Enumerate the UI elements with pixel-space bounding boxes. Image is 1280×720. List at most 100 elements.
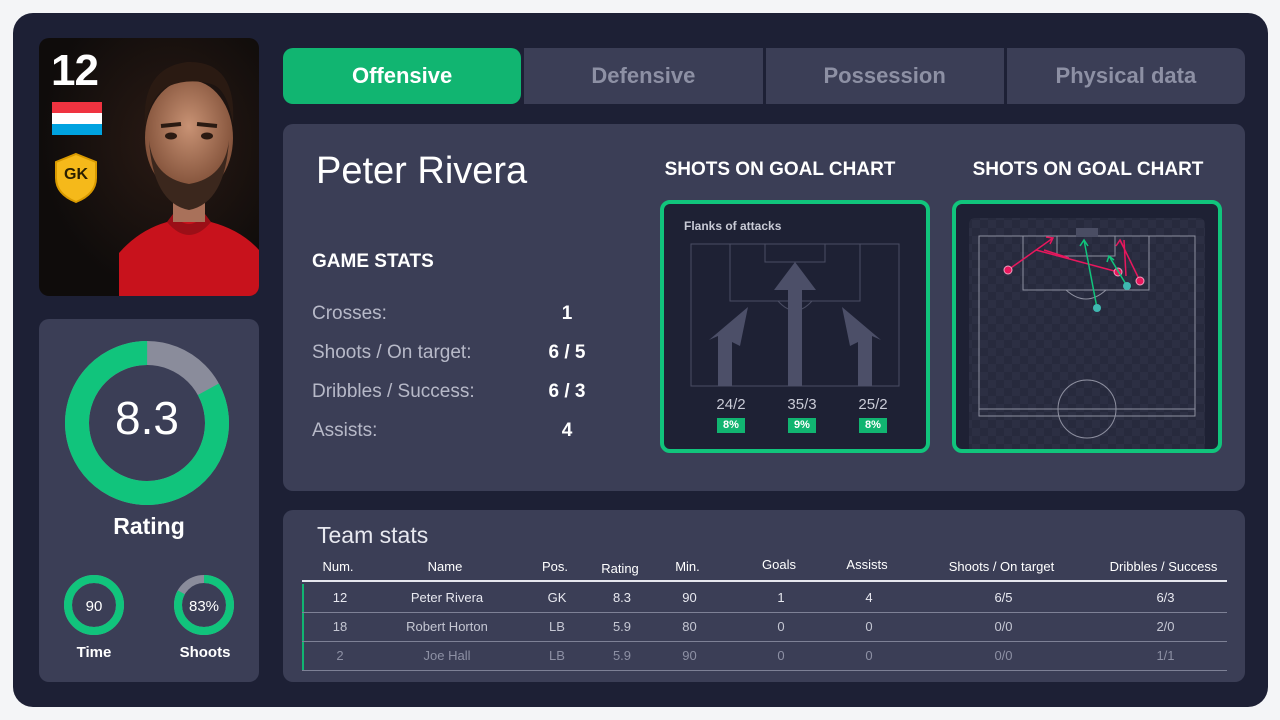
stat-value: 6 / 3 bbox=[548, 381, 586, 402]
flank-arrow-right bbox=[842, 307, 881, 386]
stat-row-assists: Assists: 4 bbox=[312, 420, 602, 444]
shots-chart-title-right: SHOTS ON GOAL CHART bbox=[972, 159, 1204, 180]
table-cell: 8.3 bbox=[612, 590, 632, 605]
flank-right-pct: 8% bbox=[859, 418, 887, 433]
time-ring bbox=[64, 575, 124, 635]
shoots-ring bbox=[174, 575, 234, 635]
flanks-chart-title: Flanks of attacks bbox=[684, 219, 782, 233]
shot-map-pitch bbox=[969, 218, 1205, 449]
table-cell: Robert Horton bbox=[406, 619, 488, 634]
position-badge: GK bbox=[54, 152, 98, 204]
player-card: 12 GK bbox=[39, 38, 259, 296]
player-number: 12 bbox=[51, 46, 99, 95]
col-header-shoots[interactable]: Shoots / On target bbox=[948, 559, 1055, 574]
stat-value: 1 bbox=[561, 303, 573, 324]
table-cell: 0/0 bbox=[994, 648, 1013, 663]
shot-map-chart[interactable] bbox=[952, 200, 1222, 453]
col-header-min[interactable]: Min. bbox=[675, 559, 700, 574]
table-cell: 2/0 bbox=[1156, 619, 1175, 634]
table-row-divider bbox=[302, 670, 1227, 671]
stat-label: Crosses: bbox=[312, 303, 387, 324]
stat-label: Assists: bbox=[312, 420, 378, 441]
time-label: Time bbox=[76, 644, 112, 661]
tab-possession[interactable]: Possession bbox=[765, 48, 1004, 104]
flag-stripe-bottom bbox=[52, 124, 102, 135]
table-cell: 6/5 bbox=[994, 590, 1013, 605]
shoots-value: 83% bbox=[188, 598, 220, 615]
tab-offensive[interactable]: Offensive bbox=[283, 48, 522, 104]
team-stats-title: Team stats bbox=[317, 522, 429, 548]
shot-markers bbox=[1003, 236, 1145, 312]
stat-value: 4 bbox=[561, 420, 573, 441]
flank-center-pct: 9% bbox=[788, 418, 816, 433]
stat-label: Shoots / On target: bbox=[312, 342, 472, 363]
table-cell: Joe Hall bbox=[423, 648, 471, 663]
table-row[interactable]: 12 Peter Rivera GK 8.3 90 1 4 6/5 6/3 bbox=[302, 584, 1227, 612]
table-cell: 90 bbox=[682, 590, 697, 605]
rating-value: 8.3 bbox=[115, 392, 179, 444]
table-cell: 0 bbox=[865, 648, 873, 663]
table-cell: 0 bbox=[777, 619, 785, 634]
table-row-divider bbox=[302, 612, 1227, 613]
table-cell: 0/0 bbox=[994, 619, 1013, 634]
table-row[interactable]: 18 Robert Horton LB 5.9 80 0 0 0/0 2/0 bbox=[302, 613, 1227, 641]
table-cell: 80 bbox=[682, 619, 697, 634]
flank-arrow-left bbox=[709, 307, 748, 386]
flank-left-pct: 8% bbox=[717, 418, 745, 433]
flag-stripe-middle bbox=[52, 113, 102, 124]
shots-chart-title-left: SHOTS ON GOAL CHART bbox=[664, 159, 896, 180]
col-header-rating[interactable]: Rating bbox=[601, 561, 639, 576]
stats-tabs: Offensive Defensive Possession Physical … bbox=[283, 48, 1245, 104]
rating-ring bbox=[65, 341, 229, 505]
tab-defensive[interactable]: Defensive bbox=[524, 48, 763, 104]
flanks-pitch bbox=[690, 243, 900, 387]
table-row-divider bbox=[302, 641, 1227, 642]
table-cell: 90 bbox=[682, 648, 697, 663]
stat-row-dribbles: Dribbles / Success: 6 / 3 bbox=[312, 381, 602, 405]
flank-right-value: 25/2 bbox=[858, 396, 888, 413]
table-cell: 5.9 bbox=[612, 619, 632, 634]
tab-physical-data[interactable]: Physical data bbox=[1006, 48, 1245, 104]
flag-stripe-top bbox=[52, 102, 102, 113]
flanks-chart[interactable]: Flanks of attacks 24/2 35/3 25/2 8% 9% 8… bbox=[660, 200, 930, 453]
stat-row-shoots: Shoots / On target: 6 / 5 bbox=[312, 342, 602, 366]
time-value: 90 bbox=[85, 598, 103, 615]
flank-center-value: 35/3 bbox=[787, 396, 817, 413]
position-label: GK bbox=[64, 166, 88, 183]
table-cell: GK bbox=[547, 590, 567, 605]
stat-label: Dribbles / Success: bbox=[312, 381, 475, 402]
table-cell: LB bbox=[549, 619, 565, 634]
table-cell: 4 bbox=[865, 590, 873, 605]
col-header-name[interactable]: Name bbox=[427, 559, 463, 574]
table-cell: 12 bbox=[332, 590, 348, 605]
table-cell: 0 bbox=[865, 619, 873, 634]
col-header-goals[interactable]: Goals bbox=[762, 557, 796, 572]
table-header-divider bbox=[302, 580, 1227, 582]
shoots-label: Shoots bbox=[179, 644, 231, 661]
shield-icon bbox=[55, 152, 97, 204]
rating-label: Rating bbox=[113, 513, 185, 539]
team-stats-panel: Team stats Num. Name Pos. Rating Min. Go… bbox=[283, 510, 1245, 682]
col-header-dribbles[interactable]: Dribbles / Success bbox=[1109, 559, 1218, 574]
rating-panel: 8.3 Rating 90 Time 83% Shoots bbox=[39, 319, 259, 682]
flank-left-value: 24/2 bbox=[716, 396, 746, 413]
table-cell: Peter Rivera bbox=[410, 590, 484, 605]
table-cell: 1/1 bbox=[1156, 648, 1175, 663]
table-cell: 6/3 bbox=[1156, 590, 1175, 605]
stat-row-crosses: Crosses: 1 bbox=[312, 303, 602, 327]
col-header-pos[interactable]: Pos. bbox=[541, 559, 568, 574]
col-header-num[interactable]: Num. bbox=[322, 559, 354, 574]
table-cell: 2 bbox=[336, 648, 344, 663]
col-header-assists[interactable]: Assists bbox=[846, 557, 888, 572]
flank-arrow-center bbox=[774, 262, 816, 386]
stat-value: 6 / 5 bbox=[548, 342, 586, 363]
table-cell: 18 bbox=[332, 619, 348, 634]
game-stats-panel: Peter Rivera GAME STATS Crosses: 1 Shoot… bbox=[283, 124, 1245, 491]
player-name: Peter Rivera bbox=[316, 150, 528, 192]
table-cell: 0 bbox=[777, 648, 785, 663]
game-stats-title: GAME STATS bbox=[312, 251, 434, 272]
table-cell: 1 bbox=[777, 590, 785, 605]
table-row[interactable]: 2 Joe Hall LB 5.9 90 0 0 0/0 1/1 bbox=[302, 642, 1227, 670]
table-cell: LB bbox=[549, 648, 565, 663]
player-portrait bbox=[119, 61, 259, 296]
